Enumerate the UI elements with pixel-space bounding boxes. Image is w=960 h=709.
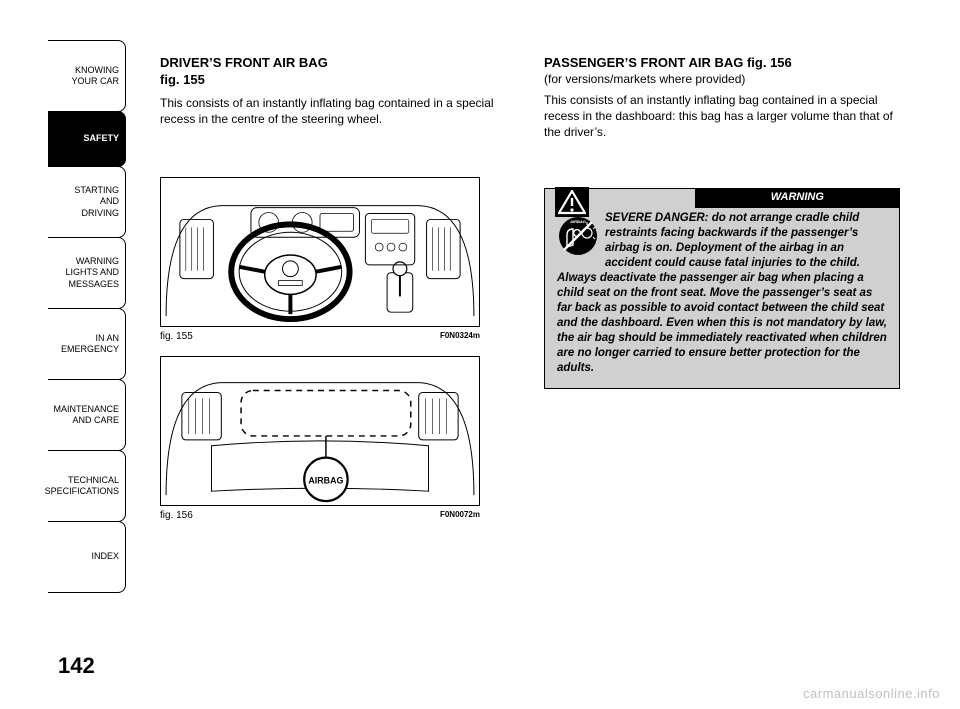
tab-label: SAFETY: [83, 133, 119, 144]
figure-155-wrap: fig. 155 F0N0324m: [160, 177, 516, 342]
passenger-airbag-heading: PASSENGER’S FRONT AIR BAG fig. 156: [544, 55, 900, 72]
warning-text: SEVERE DANGER: do not arrange cradle chi…: [557, 211, 887, 375]
figure-156-meta: fig. 156 F0N0072m: [160, 510, 480, 521]
tab-index[interactable]: INDEX: [48, 521, 126, 593]
section-tabs: KNOWING YOUR CAR SAFETY STARTING AND DRI…: [48, 40, 126, 592]
tab-label: IN AN EMERGENCY: [61, 333, 119, 356]
tab-label: WARNING LIGHTS AND MESSAGES: [65, 256, 119, 290]
figure-155: [160, 177, 480, 327]
left-column: DRIVER’S FRONT AIR BAG fig. 155 This con…: [160, 55, 516, 679]
warning-triangle-icon: [555, 187, 589, 217]
tab-knowing-your-car[interactable]: KNOWING YOUR CAR: [48, 40, 126, 112]
tab-label: INDEX: [91, 551, 119, 562]
tab-maintenance-and-care[interactable]: MAINTENANCE AND CARE: [48, 379, 126, 451]
tab-starting-and-driving[interactable]: STARTING AND DRIVING: [48, 166, 126, 238]
tab-label: STARTING AND DRIVING: [74, 185, 119, 219]
figure-155-meta: fig. 155 F0N0324m: [160, 331, 480, 342]
page-number: 142: [58, 653, 95, 679]
figure-code: F0N0324m: [440, 331, 480, 342]
tab-label: KNOWING YOUR CAR: [71, 65, 119, 88]
figure-156: AIRBAG: [160, 356, 480, 506]
figure-caption: fig. 156: [160, 510, 193, 521]
driver-airbag-heading: DRIVER’S FRONT AIR BAG: [160, 55, 516, 72]
driver-airbag-heading-sub: fig. 155: [160, 72, 516, 89]
tab-label: TECHNICAL SPECIFICATIONS: [45, 475, 119, 498]
figure-156-wrap: AIRBAG fig. 156 F0N0072m: [160, 356, 516, 521]
figure-code: F0N0072m: [440, 510, 480, 521]
tab-technical-specifications[interactable]: TECHNICAL SPECIFICATIONS: [48, 450, 126, 522]
right-column: PASSENGER’S FRONT AIR BAG fig. 156 (for …: [544, 55, 900, 679]
manual-page: KNOWING YOUR CAR SAFETY STARTING AND DRI…: [0, 0, 960, 709]
child-seat-airbag-icon: AIRBAG: [557, 215, 599, 257]
figure-caption: fig. 155: [160, 331, 193, 342]
passenger-dashboard-illustration: AIRBAG: [161, 357, 479, 505]
tab-warning-lights-messages[interactable]: WARNING LIGHTS AND MESSAGES: [48, 237, 126, 309]
content-area: DRIVER’S FRONT AIR BAG fig. 155 This con…: [160, 55, 900, 679]
steering-wheel-illustration: [161, 178, 479, 326]
tab-in-an-emergency[interactable]: IN AN EMERGENCY: [48, 308, 126, 380]
passenger-airbag-body: This consists of an instantly inflating …: [544, 92, 900, 141]
passenger-airbag-heading-sub: (for versions/markets where provided): [544, 72, 900, 86]
svg-text:AIRBAG: AIRBAG: [569, 219, 586, 224]
tab-safety[interactable]: SAFETY: [48, 111, 126, 167]
warning-box: WARNING AIRBAG: [544, 188, 900, 388]
driver-airbag-body: This consists of an instantly inflating …: [160, 95, 516, 127]
tab-label: MAINTENANCE AND CARE: [53, 404, 119, 427]
warning-label: WARNING: [695, 188, 900, 207]
airbag-badge-text: AIRBAG: [308, 475, 343, 485]
watermark: carmanualsonline.info: [803, 686, 940, 701]
